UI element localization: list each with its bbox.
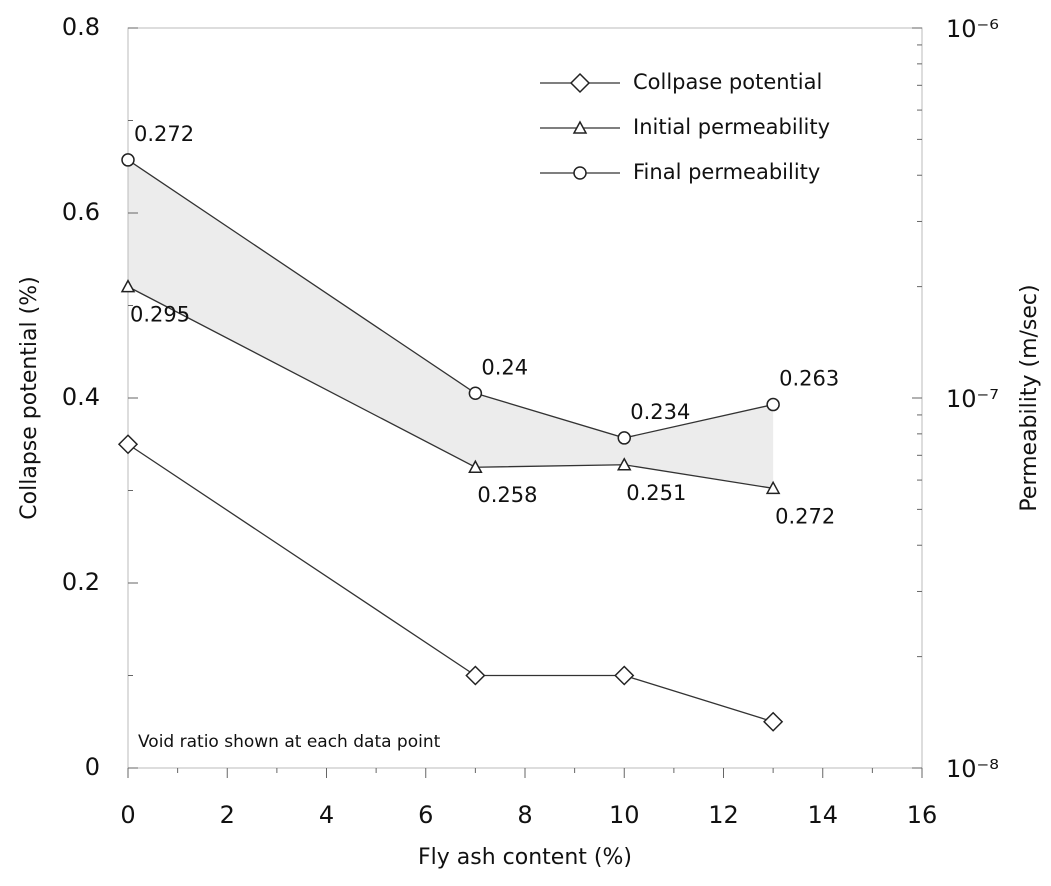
point-label: 0.263 xyxy=(779,367,839,391)
y-tick-label: 0.4 xyxy=(62,383,100,411)
point-label: 0.272 xyxy=(134,122,194,146)
marker xyxy=(569,72,591,94)
series-line xyxy=(127,159,774,439)
series-line xyxy=(127,443,774,723)
point-label: 0.295 xyxy=(130,303,190,327)
y2-tick-label: 10⁻⁶ xyxy=(946,15,999,43)
legend-label: Final permeability xyxy=(633,160,820,184)
marker xyxy=(766,397,780,412)
x-tick-label: 16 xyxy=(907,801,938,829)
x-tick-label: 4 xyxy=(319,801,334,829)
marker xyxy=(468,386,483,401)
series-line xyxy=(127,286,774,489)
marker xyxy=(616,457,632,471)
y-tick-label: 0 xyxy=(85,753,100,781)
x-tick-label: 14 xyxy=(807,801,838,829)
marker xyxy=(121,153,135,167)
y-tick-label: 0.2 xyxy=(62,568,100,596)
y2-tick-label: 10⁻⁸ xyxy=(946,755,999,783)
marker xyxy=(465,665,486,686)
x-tick-label: 0 xyxy=(120,801,135,829)
plot-frame xyxy=(127,27,923,769)
point-label: 0.251 xyxy=(626,481,686,505)
y2-tick-label: 10⁻⁷ xyxy=(946,385,999,413)
x-tick-label: 8 xyxy=(517,801,532,829)
legend-label: Initial permeability xyxy=(633,115,830,139)
x-tick-label: 10 xyxy=(609,801,640,829)
y2-axis-label: Permeability (m/sec) xyxy=(1017,284,1042,511)
point-label: 0.258 xyxy=(477,483,537,507)
marker xyxy=(617,431,631,445)
y-tick-label: 0.6 xyxy=(62,198,100,226)
y-axis-label: Collapse potential (%) xyxy=(17,276,42,519)
x-tick-label: 6 xyxy=(418,801,433,829)
annotation: Void ratio shown at each data point xyxy=(138,732,441,752)
marker xyxy=(572,120,588,134)
marker xyxy=(468,459,483,473)
band xyxy=(128,159,774,489)
marker xyxy=(120,279,136,293)
y-tick-label: 0.8 xyxy=(62,13,100,41)
x-tick-label: 12 xyxy=(708,801,739,829)
point-label: 0.234 xyxy=(630,400,690,424)
point-label: 0.272 xyxy=(775,504,835,528)
x-tick-label: 2 xyxy=(220,801,235,829)
point-label: 0.24 xyxy=(481,355,528,379)
marker xyxy=(614,665,635,686)
legend-label: Collpase potential xyxy=(633,70,822,94)
marker xyxy=(573,166,587,180)
marker xyxy=(765,480,781,495)
marker xyxy=(117,434,139,455)
x-axis-label: Fly ash content (%) xyxy=(418,845,632,870)
marker xyxy=(763,711,784,732)
